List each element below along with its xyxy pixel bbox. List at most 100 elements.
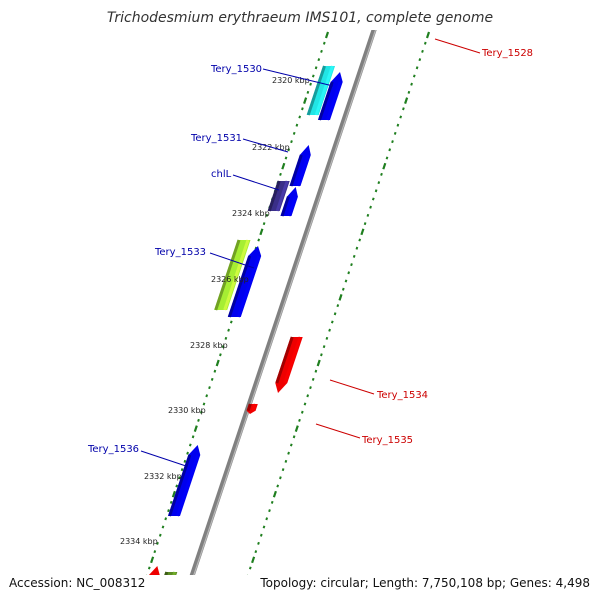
gene-feature [227, 246, 262, 318]
minor-tick [298, 115, 302, 119]
minor-tick [279, 476, 282, 480]
major-tick [281, 162, 286, 170]
minor-tick [309, 386, 312, 390]
gene-labels: Tery_1528 Tery_1530 Tery_1531 chlL Tery_… [87, 48, 533, 455]
minor-tick [330, 320, 334, 324]
major-tick [294, 425, 299, 432]
position-label: 2334 kbp [120, 537, 158, 546]
genome-backbone [189, 30, 377, 575]
genome-summary-text: Topology: circular; Length: 7,750,108 bp… [259, 576, 590, 590]
minor-tick [298, 418, 301, 422]
minor-tick [301, 107, 304, 111]
minor-tick [208, 386, 211, 390]
minor-tick [355, 246, 359, 250]
accession-text: Accession: NC_008312 [9, 576, 145, 590]
minor-tick [358, 238, 362, 242]
minor-tick [399, 115, 403, 119]
minor-tick [188, 443, 192, 447]
gene-shadow [227, 255, 252, 318]
gene-label-tery-1531: Tery_1531 [190, 133, 242, 144]
major-tick [316, 359, 321, 367]
minor-tick [377, 181, 381, 185]
minor-tick [371, 197, 375, 201]
minor-tick [281, 468, 285, 472]
gene-feature-chll [267, 180, 290, 212]
minor-tick [242, 591, 243, 593]
minor-tick [254, 550, 258, 554]
gene-highlight [314, 65, 334, 116]
minor-tick [257, 238, 261, 242]
gene-feature [280, 187, 298, 217]
minor-tick [350, 263, 353, 267]
minor-tick [412, 74, 416, 78]
gene-label-tery-1530: Tery_1530 [210, 64, 262, 75]
minor-tick [322, 41, 326, 45]
minor-tick [276, 484, 280, 488]
minor-tick [418, 58, 422, 62]
minor-tick [158, 533, 162, 537]
gene-shadow [164, 571, 169, 575]
gene-highlight [287, 196, 297, 217]
minor-tick [287, 148, 291, 152]
major-tick [259, 228, 264, 236]
minor-tick [393, 131, 397, 135]
gene-highlight [172, 571, 177, 575]
minor-tick [265, 213, 269, 217]
minor-tick [410, 82, 413, 86]
gene-shadow [280, 196, 290, 217]
minor-tick [156, 541, 159, 545]
minor-tick [385, 156, 389, 160]
minor-tick [421, 49, 424, 53]
gene-highlight [236, 255, 261, 318]
gene-feature-tery-1535 [246, 403, 258, 414]
minor-tick [309, 82, 312, 86]
gene-shadow [289, 154, 303, 187]
position-label: 2320 kbp [272, 76, 310, 85]
minor-tick [320, 353, 323, 357]
gene-label-tery-1534: Tery_1534 [376, 390, 428, 401]
position-label: 2324 kbp [232, 209, 270, 218]
gene-feature-tery-1534 [275, 336, 303, 393]
minor-tick [284, 156, 288, 160]
minor-tick [336, 304, 340, 308]
minor-tick [423, 41, 427, 45]
major-tick [324, 31, 330, 39]
gene-highlight [296, 154, 310, 187]
minor-tick [306, 90, 310, 94]
gene-body [164, 572, 178, 575]
minor-tick [183, 459, 187, 463]
minor-tick [205, 394, 209, 398]
minor-tick [197, 418, 200, 422]
minor-tick [325, 336, 329, 340]
minor-tick [317, 58, 321, 62]
gene-highlight [223, 239, 250, 311]
minor-tick [224, 336, 228, 340]
tick-track-reverse [242, 31, 431, 593]
position-label: 2332 kbp [144, 472, 182, 481]
major-tick [303, 97, 308, 104]
minor-tick [314, 369, 318, 373]
minor-tick [341, 287, 345, 291]
minor-tick [402, 107, 405, 111]
gene-label-tery-1535: Tery_1535 [361, 435, 413, 446]
gene-feature-tery-1530 [306, 65, 335, 116]
minor-tick [213, 369, 217, 373]
minor-tick [262, 525, 266, 529]
major-tick [150, 556, 155, 564]
minor-tick [322, 345, 326, 349]
gene-feature-tery-1536 [168, 445, 201, 517]
minor-tick [328, 328, 331, 332]
minor-tick [257, 541, 260, 545]
minor-tick [314, 66, 318, 70]
minor-tick [221, 345, 225, 349]
minor-tick [287, 451, 290, 455]
position-label: 2328 kbp [190, 341, 228, 350]
minor-tick [259, 533, 263, 537]
minor-tick [265, 517, 269, 521]
gene-label-tery-1533: Tery_1533 [154, 247, 206, 258]
minor-tick [210, 377, 214, 381]
major-tick [171, 490, 176, 498]
gene-label-tery-1536: Tery_1536 [87, 444, 139, 455]
minor-tick [396, 123, 400, 127]
major-tick [404, 97, 409, 104]
